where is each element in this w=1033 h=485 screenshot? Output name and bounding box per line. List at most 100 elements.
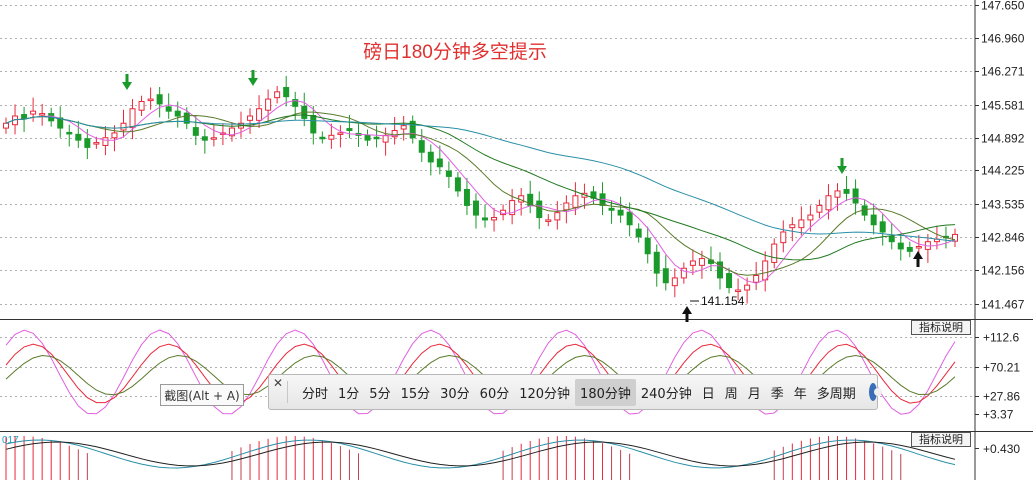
period-item-11[interactable]: 月 <box>747 386 761 402</box>
candle-down <box>870 214 877 226</box>
arrow-down-icon <box>122 74 132 90</box>
candle-up <box>111 132 118 139</box>
candle-down <box>364 134 371 141</box>
period-item-0[interactable]: 分时 <box>302 386 329 402</box>
candle-up <box>102 137 109 146</box>
low-marker-label: 141.154 <box>701 294 745 308</box>
close-icon[interactable]: ✕ <box>272 376 284 390</box>
candle-down <box>165 106 172 112</box>
ma-line-20 <box>5 114 956 261</box>
osc-tick-label: +112.6 <box>983 331 1019 345</box>
period-item-10[interactable]: 周 <box>724 386 738 402</box>
candle-down <box>717 261 724 279</box>
candle-down <box>174 110 181 117</box>
period-item-1[interactable]: 1分 <box>338 386 360 402</box>
candle-down <box>21 114 28 119</box>
price-tick-label: 146.960 <box>981 32 1025 46</box>
gear-icon[interactable] <box>868 383 883 401</box>
candle-down <box>644 237 651 255</box>
period-item-2[interactable]: 5分 <box>369 386 391 402</box>
candle-up <box>771 243 778 263</box>
candle-down <box>472 200 479 216</box>
candle-up <box>391 130 398 138</box>
period-item-14[interactable]: 多周期 <box>816 386 856 402</box>
candle-up <box>680 267 687 279</box>
candle-down <box>310 115 317 134</box>
candle-up <box>337 132 344 135</box>
candle-down <box>906 246 913 252</box>
candle-up <box>147 98 154 102</box>
candle-up <box>807 214 814 221</box>
price-tick-label: 145.581 <box>981 99 1025 113</box>
period-item-4[interactable]: 30分 <box>440 386 470 402</box>
candle-down <box>879 221 886 233</box>
candle-down <box>156 94 163 105</box>
candle-down <box>409 120 416 139</box>
candle-down <box>454 177 461 192</box>
candle-up <box>210 137 217 140</box>
candle-down <box>852 188 859 204</box>
price-tick-label: 144.892 <box>981 132 1025 146</box>
period-item-5[interactable]: 60分 <box>479 386 510 402</box>
candle-up <box>780 231 787 244</box>
candle-up <box>554 212 561 221</box>
candle-up <box>834 190 841 198</box>
candle-down <box>283 86 290 98</box>
candle-down <box>75 133 82 141</box>
candle-up <box>816 204 823 213</box>
period-item-13[interactable]: 年 <box>793 386 807 402</box>
screenshot-tooltip: 截图(Alt + A) <box>160 384 244 406</box>
price-tick-label: 144.225 <box>981 164 1025 178</box>
candle-up <box>915 246 922 249</box>
macd-panel-label: 017 <box>2 435 19 446</box>
candle-down <box>626 211 633 226</box>
candle-up <box>228 127 235 137</box>
candle-up <box>491 217 498 221</box>
candle-up <box>825 195 832 211</box>
indicator-info-button-macd[interactable]: 指标说明 <box>911 432 971 447</box>
candle-up <box>789 224 796 229</box>
price-tick-label: 142.156 <box>981 264 1025 278</box>
candle-down <box>427 151 434 163</box>
candle-up <box>735 289 742 292</box>
arrow-up-icon <box>682 306 692 322</box>
candle-down <box>843 188 850 194</box>
candle-down <box>445 170 452 177</box>
candle-up <box>798 219 805 229</box>
period-item-9[interactable]: 日 <box>701 386 715 402</box>
arrow-down-icon <box>248 70 258 86</box>
macd-tick-label: +0.430 <box>983 442 1020 456</box>
period-item-7[interactable]: 180分钟 <box>575 378 636 406</box>
candle-up <box>39 113 46 116</box>
candle-up <box>129 108 136 129</box>
candle-up <box>138 101 145 111</box>
arrow-up-icon <box>913 251 923 267</box>
candle-up <box>744 284 751 291</box>
period-item-3[interactable]: 15分 <box>400 386 431 402</box>
period-toolbar: ✕ 分时 1分 5分 15分 30分 60分 120分钟 180分钟 240分钟日周月季年多周期 <box>268 374 883 410</box>
candle-up <box>400 125 407 130</box>
candle-down <box>897 242 904 250</box>
candle-down <box>726 273 733 289</box>
period-item-12[interactable]: 季 <box>770 386 784 402</box>
candle-up <box>753 275 760 283</box>
period-item-8[interactable]: 240分钟 <box>640 386 692 402</box>
period-item-6[interactable]: 120分钟 <box>519 386 571 402</box>
toolbar-divider <box>287 381 288 403</box>
candle-down <box>346 128 353 131</box>
candle-up <box>93 142 100 145</box>
candle-down <box>66 131 73 135</box>
candle-up <box>698 258 705 266</box>
candle-down <box>482 217 489 221</box>
candle-down <box>183 112 190 124</box>
indicator-info-button-osc[interactable]: 指标说明 <box>911 320 971 335</box>
price-tick-label: 143.535 <box>981 198 1025 212</box>
candle-down <box>653 251 660 274</box>
candle-down <box>192 127 199 136</box>
candle-down <box>84 138 91 148</box>
candle-up <box>30 110 37 115</box>
candle-up <box>689 260 696 266</box>
price-tick-label: 141.467 <box>981 298 1025 312</box>
macd-dea-line <box>5 441 956 467</box>
